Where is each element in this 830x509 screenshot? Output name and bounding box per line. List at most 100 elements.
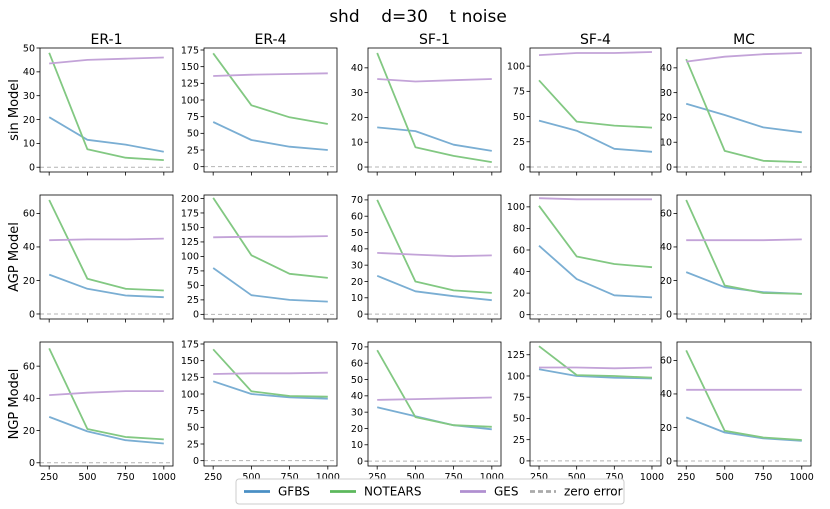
- y-tick-label: 60: [23, 361, 35, 372]
- panel-agp-model-mc: 0 20 40 60: [660, 194, 812, 323]
- series-line-notears: [48, 348, 164, 441]
- panel-sin-model-er-1: 0 10 20 30 40 50: [23, 43, 174, 176]
- y-tick-label: 125: [181, 373, 199, 384]
- series-line-notears: [538, 345, 653, 379]
- y-tick-label: 175: [181, 208, 199, 219]
- x-tick-label: 500: [568, 472, 586, 483]
- x-tick-label: 250: [40, 472, 58, 483]
- y-tick-label: 50: [187, 129, 199, 140]
- y-tick-label: 10: [351, 440, 363, 451]
- series-line-gfbs: [538, 119, 653, 153]
- y-tick-label: 60: [351, 359, 363, 370]
- series-line-notears: [538, 79, 653, 129]
- x-tick-label: 500: [406, 472, 424, 483]
- series-line-notears: [212, 52, 328, 125]
- panel-agp-model-er-4: 0 25 50 75 100 125 150 175 200: [181, 194, 338, 323]
- y-tick-label: 40: [23, 67, 35, 78]
- series-line-gfbs: [48, 273, 164, 299]
- y-tick-label: 175: [181, 339, 199, 350]
- y-tick-label: 50: [513, 414, 525, 425]
- x-tick-label: 250: [204, 472, 222, 483]
- panel-sin-model-sf-1: 0 10 20 30 40: [351, 47, 502, 176]
- y-tick-label: 40: [23, 242, 35, 253]
- y-tick-label: 20: [351, 424, 363, 435]
- y-tick-label: 40: [351, 391, 363, 402]
- y-tick-label: 80: [513, 224, 525, 235]
- y-tick-label: 0: [519, 456, 525, 467]
- series-line-notears: [48, 52, 164, 161]
- y-tick-label: 20: [23, 115, 35, 126]
- x-tick-label: 1000: [790, 472, 814, 483]
- panel-sin-model-sf-4: 0 25 50 75 100: [507, 47, 662, 176]
- y-tick-label: 150: [181, 62, 199, 73]
- series-line-ges: [686, 52, 802, 63]
- y-tick-label: 75: [513, 87, 525, 98]
- x-tick-label: 1000: [316, 472, 340, 483]
- y-tick-label: 30: [351, 260, 363, 271]
- y-tick-label: 0: [29, 309, 35, 320]
- y-tick-label: 100: [507, 371, 525, 382]
- series-line-gfbs: [538, 245, 653, 299]
- y-tick-label: 50: [351, 375, 363, 386]
- y-tick-label: 20: [351, 277, 363, 288]
- series-line-gfbs: [377, 126, 492, 152]
- figure-title: shd d=30 t noise: [329, 7, 507, 27]
- y-tick-label: 0: [357, 162, 363, 173]
- series-line-notears: [376, 52, 492, 163]
- axes-frame: [529, 194, 662, 320]
- series-line-notears: [538, 205, 653, 269]
- x-tick-label: 500: [242, 472, 260, 483]
- series-line-notears: [685, 199, 802, 295]
- y-tick-label: 200: [181, 194, 199, 205]
- y-tick-label: 20: [660, 276, 672, 287]
- axes-frame: [676, 341, 812, 467]
- series-line-gfbs: [212, 267, 328, 303]
- y-tick-label: 20: [351, 113, 363, 124]
- axes-frame: [529, 47, 662, 173]
- y-tick-label: 40: [660, 242, 672, 253]
- y-tick-label: 75: [187, 406, 199, 417]
- panel-ngp-model-mc: 0 20 40 60 250 500 750 1000: [660, 341, 814, 483]
- row-title-ngp-model: NGP Model: [7, 369, 22, 440]
- y-tick-label: 25: [187, 295, 199, 306]
- x-tick-label: 1000: [480, 472, 504, 483]
- y-tick-label: 100: [181, 252, 199, 263]
- legend: GFBS NOTEARS GES zero error: [235, 478, 625, 505]
- y-tick-label: 150: [181, 223, 199, 234]
- series-line-gfbs: [685, 271, 802, 295]
- panel-ngp-model-sf-4: 0 25 50 75 100 125 250 500 750 1000: [507, 341, 664, 483]
- series-line-ges: [538, 197, 652, 201]
- axes-frame: [203, 47, 338, 173]
- y-tick-label: 20: [513, 288, 525, 299]
- panel-ngp-model-er-1: 0 20 40 60 250 500 750 1000: [23, 341, 176, 483]
- axes-frame: [676, 47, 812, 173]
- y-tick-label: 40: [351, 63, 363, 74]
- legend-label-gfbs: GFBS: [278, 485, 310, 499]
- series-line-ges: [377, 78, 492, 83]
- x-tick-label: 750: [445, 472, 463, 483]
- panel-grid: ER-1 ER-4 SF-1 SF-4 MC sin Model AGP Model NGP …: [7, 32, 814, 483]
- y-tick-label: 50: [513, 112, 525, 123]
- y-tick-label: 40: [513, 267, 525, 278]
- y-tick-label: 50: [351, 228, 363, 239]
- y-tick-label: 20: [23, 276, 35, 287]
- legend-label-zero-error: zero error: [564, 485, 623, 499]
- series-line-ges: [213, 371, 328, 375]
- y-tick-label: 40: [660, 389, 672, 400]
- series-line-gfbs: [48, 416, 164, 445]
- y-tick-label: 125: [181, 79, 199, 90]
- y-tick-label: 60: [660, 356, 672, 367]
- y-tick-label: 10: [660, 138, 672, 149]
- panel-agp-model-er-1: 0 20 40 60: [23, 194, 174, 323]
- axes-frame: [203, 194, 338, 320]
- panel-sin-model-er-4: 0 25 50 75 100 125 150 175: [181, 45, 338, 176]
- series-line-gfbs: [212, 380, 328, 400]
- y-tick-label: 50: [187, 281, 199, 292]
- y-tick-label: 25: [187, 439, 199, 450]
- y-tick-label: 0: [357, 309, 363, 320]
- x-tick-label: 750: [281, 472, 299, 483]
- axes-frame: [39, 341, 174, 467]
- y-tick-label: 20: [23, 426, 35, 437]
- legend-box: [235, 478, 625, 505]
